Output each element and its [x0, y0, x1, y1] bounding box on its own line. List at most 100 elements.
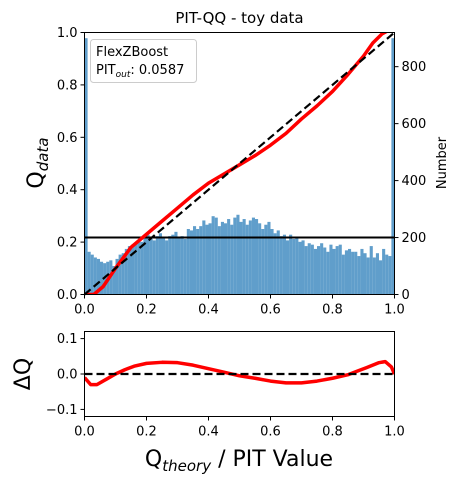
- histogram-bar: [369, 246, 373, 295]
- histogram-bar: [320, 243, 324, 295]
- y-axis-ticks-bottom: −0.1 0.0 0.1: [46, 332, 85, 418]
- histogram-bar: [112, 266, 116, 295]
- histogram-bar: [298, 241, 302, 295]
- histogram-bar: [313, 248, 317, 295]
- x-tick-label: 1.0: [384, 425, 405, 440]
- x-tick-label: 0.6: [260, 425, 281, 440]
- chart-title: PIT-QQ - toy data: [175, 9, 303, 27]
- x-tick-label: 1.0: [384, 303, 405, 318]
- histogram-bar: [84, 38, 88, 295]
- y-tick-label: 1.0: [57, 26, 78, 41]
- y-tick-label: 0.1: [57, 332, 78, 347]
- histogram-bar: [391, 38, 395, 295]
- histogram-bar: [174, 231, 178, 295]
- histogram-bar: [255, 219, 259, 295]
- x-axis-label: Qtheory / PIT Value: [145, 447, 333, 475]
- legend-pit-sub: out: [116, 70, 131, 80]
- histogram-bar: [363, 253, 367, 295]
- histogram-bar: [127, 246, 131, 295]
- y-tick-label: 0.0: [57, 368, 78, 383]
- delta-q-curve: [84, 359, 395, 387]
- histogram-bar: [140, 241, 144, 295]
- histogram-bar: [199, 226, 203, 295]
- y2-tick-label: 0: [402, 288, 410, 303]
- y2-tick-label: 200: [402, 231, 427, 246]
- histogram-bar: [335, 246, 339, 295]
- histogram-bar: [214, 217, 218, 295]
- x-axis-label-sub: theory: [162, 457, 212, 475]
- histogram-bar: [205, 224, 209, 295]
- histogram-bar: [230, 224, 234, 295]
- histogram-bar: [96, 258, 100, 295]
- legend-box: [90, 39, 197, 83]
- histogram-bar: [90, 254, 94, 295]
- histogram-bar: [152, 240, 156, 295]
- histogram-bar: [304, 246, 308, 295]
- histogram-bar: [251, 217, 255, 295]
- histogram-bar: [329, 244, 333, 295]
- histogram-bar: [270, 229, 274, 295]
- histogram-bar: [379, 260, 383, 295]
- histogram-bar: [248, 220, 252, 295]
- x-tick-label: 0.8: [322, 425, 343, 440]
- histogram-bar: [121, 253, 125, 295]
- histogram-bar: [124, 248, 128, 295]
- histogram-bar: [372, 257, 376, 295]
- histogram-bar: [385, 254, 389, 295]
- histogram-bar: [357, 256, 361, 295]
- histogram-bar: [282, 234, 286, 295]
- histogram-bar: [264, 224, 268, 295]
- histogram-bar: [323, 247, 327, 295]
- histogram-bar: [382, 248, 386, 295]
- histogram-bar: [351, 251, 355, 295]
- histogram-bar: [158, 233, 162, 295]
- histogram-bar: [137, 240, 141, 295]
- histogram-bar: [344, 250, 348, 295]
- histogram-bar: [236, 214, 240, 295]
- histogram-bar: [100, 261, 104, 295]
- histogram-bar: [292, 238, 296, 295]
- y2-axis-ticks: 0 200 400 600 800: [394, 60, 427, 303]
- histogram-bar: [143, 237, 147, 295]
- pit-histogram: [84, 38, 395, 295]
- histogram-bar: [131, 244, 135, 295]
- histogram-bar: [168, 236, 172, 295]
- histogram-bar: [310, 244, 314, 295]
- histogram-bar: [366, 257, 370, 295]
- delta-q-lines: [84, 359, 395, 387]
- pit-qq-lines: [83, 31, 396, 296]
- histogram-bar: [341, 254, 345, 295]
- histogram-bar: [189, 230, 193, 295]
- legend-line-pit-out: PITout: 0.0587: [96, 63, 184, 80]
- histogram-bar: [258, 223, 262, 295]
- y2-tick-label: 400: [402, 174, 427, 189]
- histogram-bar: [326, 251, 330, 295]
- x-tick-label: 0.4: [198, 425, 219, 440]
- histogram-bar: [87, 251, 91, 295]
- delta-q-panel: 0.0 0.2 0.4 0.6 0.8 1.0 −0.1 0.0 0.1 ΔQ Qtheory…: [11, 331, 405, 475]
- histogram-bar: [227, 219, 231, 295]
- histogram-bar: [196, 229, 200, 295]
- histogram-bar: [180, 236, 184, 295]
- y-tick-label: −0.1: [46, 403, 78, 418]
- legend-line-model: FlexZBoost: [96, 45, 168, 60]
- histogram-bar: [134, 243, 138, 295]
- histogram-bar: [307, 243, 311, 295]
- x-tick-label: 0.0: [74, 425, 95, 440]
- histogram-bar: [115, 258, 119, 295]
- y-tick-label: 0.6: [57, 131, 78, 146]
- x-axis-label-suffix: / PIT Value: [211, 447, 333, 472]
- histogram-bar: [171, 234, 175, 295]
- x-tick-label: 0.6: [260, 303, 281, 318]
- histogram-bar: [354, 251, 358, 295]
- histogram-bar: [332, 248, 336, 295]
- x-tick-label: 0.2: [136, 425, 157, 440]
- histogram-bar: [348, 248, 352, 295]
- x-tick-label: 0.0: [74, 303, 95, 318]
- histogram-bar: [242, 219, 246, 295]
- plot-frame: [84, 32, 395, 295]
- x-tick-label: 0.4: [198, 303, 219, 318]
- y2-axis-label: Number: [435, 136, 450, 189]
- histogram-bar: [245, 224, 249, 295]
- x-axis-label-main: Q: [145, 447, 162, 472]
